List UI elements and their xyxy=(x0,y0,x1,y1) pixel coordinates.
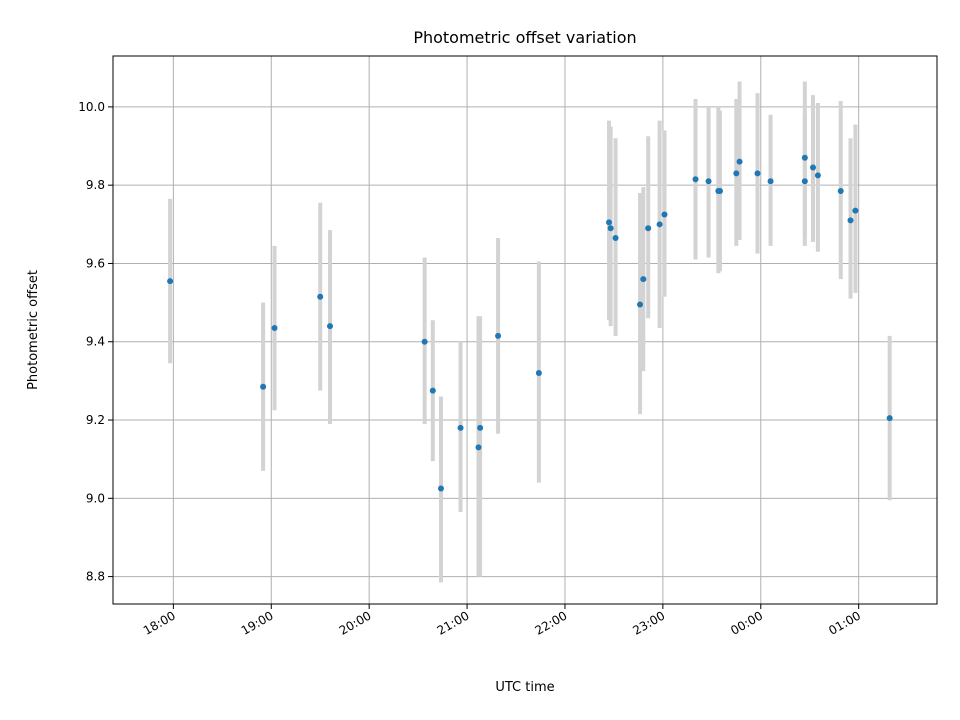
x-axis-label: UTC time xyxy=(495,680,554,695)
data-point xyxy=(661,211,668,218)
chart-title: Photometric offset variation xyxy=(413,28,636,47)
data-point xyxy=(801,178,808,185)
x-tick-label: 19:00 xyxy=(239,608,276,637)
y-tick-label: 9.0 xyxy=(86,491,105,505)
data-point xyxy=(457,424,464,431)
y-tick-label: 9.6 xyxy=(86,256,105,270)
data-point xyxy=(692,176,699,183)
data-point xyxy=(637,301,644,308)
data-point xyxy=(886,415,893,422)
y-tick-label: 9.2 xyxy=(86,413,105,427)
data-point xyxy=(606,219,613,226)
x-tick-label: 23:00 xyxy=(630,608,667,637)
data-point xyxy=(656,221,663,228)
ticks: 18:00 19:00 20:00 21:00 22:00 23:00 00:00 01:00… xyxy=(78,100,863,638)
data-point xyxy=(271,325,278,332)
data-point xyxy=(733,170,740,177)
y-tick-label: 9.8 xyxy=(86,178,105,192)
x-tick-label: 00:00 xyxy=(728,608,765,637)
data-point xyxy=(754,170,761,177)
data-point xyxy=(167,278,174,285)
data-point xyxy=(801,154,808,161)
data-point xyxy=(429,387,436,394)
data-point xyxy=(847,217,854,224)
data-point xyxy=(495,332,502,339)
data-point xyxy=(837,188,844,195)
data-point xyxy=(716,188,723,195)
x-tick-label: 22:00 xyxy=(533,608,570,637)
data-point xyxy=(612,235,619,242)
y-tick-label: 8.8 xyxy=(86,570,105,584)
data-point xyxy=(327,323,334,330)
data-point xyxy=(535,370,542,377)
error-bars xyxy=(168,81,892,583)
data-point xyxy=(814,172,821,179)
data-points xyxy=(167,154,893,492)
data-point xyxy=(437,485,444,492)
data-point xyxy=(736,158,743,165)
x-tick-label: 01:00 xyxy=(826,608,863,637)
data-point xyxy=(705,178,712,185)
data-point xyxy=(607,225,614,232)
data-point xyxy=(809,164,816,171)
data-point xyxy=(421,338,428,345)
data-point xyxy=(645,225,652,232)
x-tick-label: 21:00 xyxy=(435,608,472,637)
data-point xyxy=(475,444,482,451)
data-point xyxy=(317,293,324,300)
data-point xyxy=(260,383,267,390)
data-point xyxy=(477,424,484,431)
x-tick-label: 18:00 xyxy=(141,608,178,637)
data-point xyxy=(767,178,774,185)
y-axis-label: Photometric offset xyxy=(26,270,41,390)
y-tick-label: 9.4 xyxy=(86,335,105,349)
x-tick-label: 20:00 xyxy=(337,608,374,637)
y-tick-label: 10.0 xyxy=(78,100,105,114)
data-point xyxy=(852,207,859,214)
data-point xyxy=(640,276,647,283)
plot-frame xyxy=(112,55,938,605)
